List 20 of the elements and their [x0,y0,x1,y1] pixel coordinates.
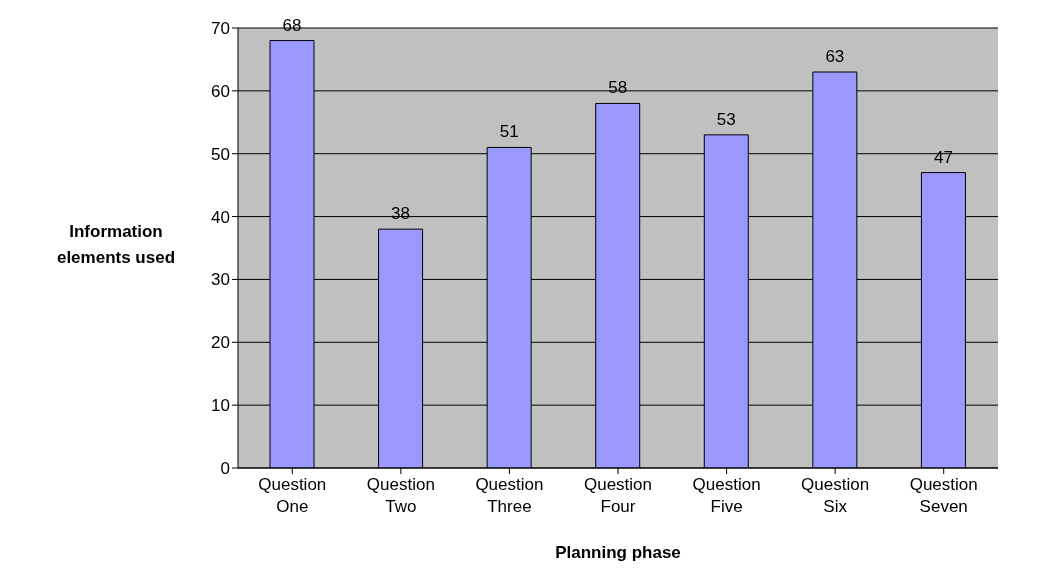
y-axis-title: Information elements used [56,222,176,267]
y-tick-label: 0 [220,459,230,479]
y-tick-label: 60 [211,81,230,101]
y-tick-label: 10 [211,396,230,416]
y-tick-label: 20 [211,333,230,353]
y-tick-label: 30 [211,270,230,290]
x-tick-label: Question Five [692,475,761,516]
x-tick-label: Question Two [366,475,435,516]
x-tick-label: Question Seven [909,475,978,516]
x-tick-label: Question Three [475,475,544,516]
y-tick-label: 70 [211,19,230,39]
x-axis-title: Planning phase [555,543,681,562]
data-label: 63 [825,47,845,66]
data-label: 53 [716,109,736,129]
x-tick-label: Question One [258,475,327,516]
x-tick-label: Question Four [583,475,653,516]
data-label: 51 [499,122,519,142]
y-tick-label: 50 [211,144,230,164]
x-tick-label: Question Six [801,475,870,516]
y-tick-label: 40 [211,207,230,227]
